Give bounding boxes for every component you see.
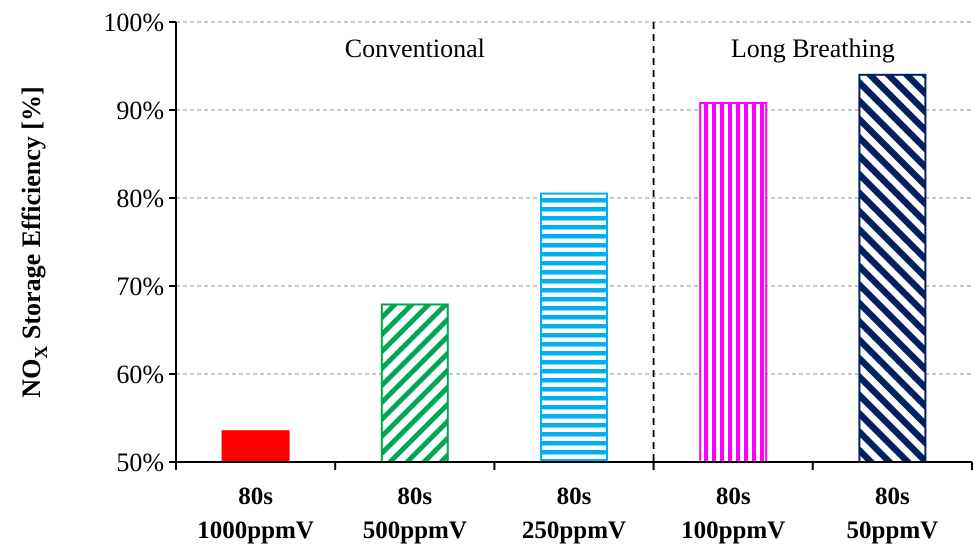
group-label-conventional: Conventional (345, 34, 485, 63)
x-tick-label: 80s 100ppmV (681, 483, 785, 544)
group-label-long-breathing: Long Breathing (731, 34, 895, 63)
bar (380, 303, 449, 464)
bar (540, 192, 608, 463)
y-tick-label: 50% (116, 448, 164, 477)
y-tick-label: 90% (116, 96, 164, 125)
y-tick-label: 100% (103, 8, 164, 37)
y-tick-label: 80% (116, 184, 164, 213)
y-tick-label: 60% (116, 360, 164, 389)
labels: 50% 60% 70% 80% 90% 100% 80s 1000ppmV 80s 500ppmV… (17, 8, 938, 544)
bar (699, 101, 768, 464)
x-tick-label: 80s 500ppmV (363, 483, 467, 544)
x-tick-label: 80s 250ppmV (522, 483, 626, 544)
bars (221, 73, 927, 464)
y-axis-label: NOX Storage Efficiency [%] (17, 86, 51, 397)
bar (221, 430, 290, 464)
x-tick-label: 80s 50ppmV (847, 483, 939, 544)
bar (858, 73, 927, 464)
y-tick-label: 70% (116, 272, 164, 301)
axes (169, 21, 973, 470)
x-tick-label: 80s 1000ppmV (197, 483, 314, 544)
